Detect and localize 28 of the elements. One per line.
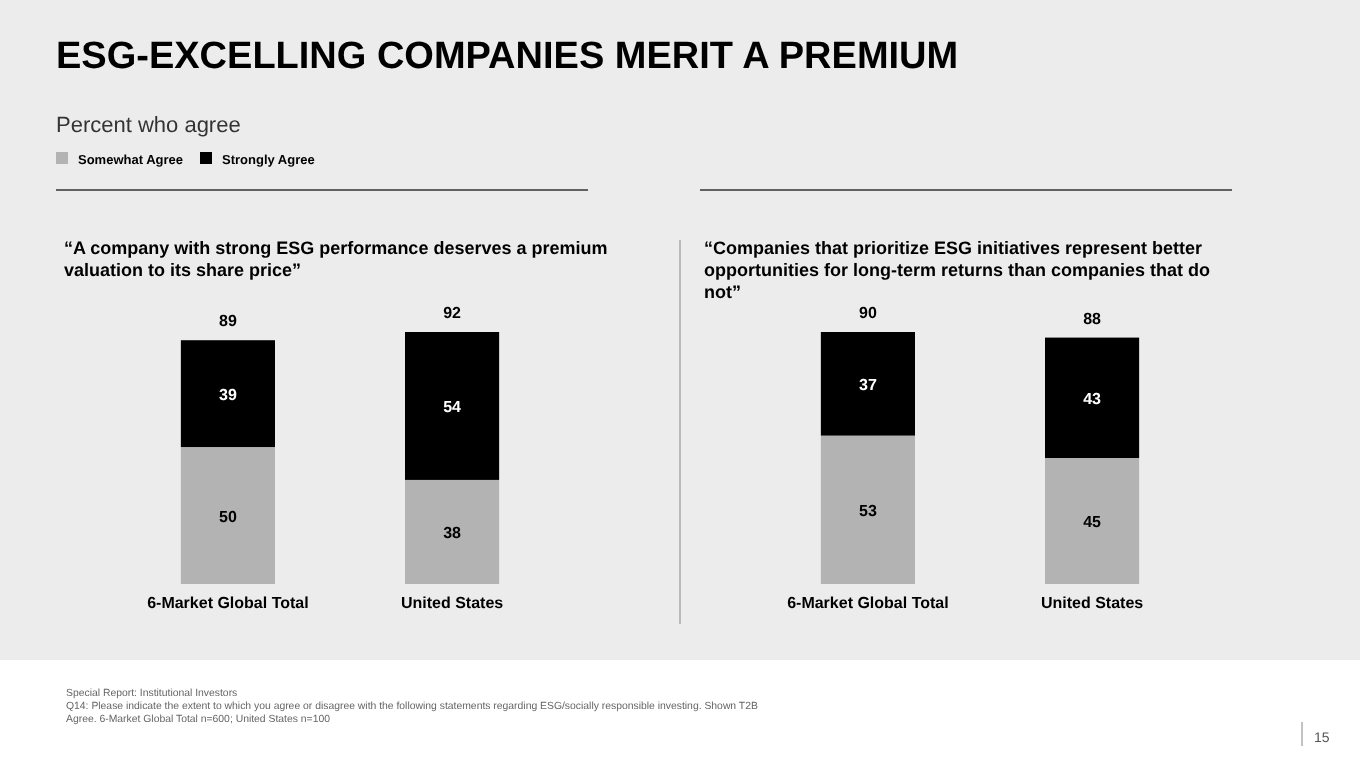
data-label: 53	[859, 501, 878, 520]
data-label: 45	[1083, 513, 1103, 531]
total-label: 88	[1083, 309, 1103, 328]
bar	[820, 332, 915, 436]
chart-title: “Companies that prioritize ESG initiatives represent better opportunities for long-term returns than companies that do not”	[704, 238, 1212, 302]
x-tick-label: United States	[1040, 594, 1145, 612]
text: ESG-EXCELLING COMPANIES MERIT A PREMIUM	[56, 36, 959, 78]
data-label: 43	[1083, 389, 1103, 408]
data-label: 38	[443, 523, 463, 542]
bar	[1045, 458, 1140, 584]
text: Percent who agree	[56, 114, 241, 138]
x-tick-label: 6-Market Global Total	[147, 594, 309, 612]
total-label: 89	[219, 312, 238, 331]
bar	[180, 340, 275, 448]
data-label: 50	[219, 507, 238, 526]
bar	[180, 447, 275, 584]
x-tick-label: United States	[400, 594, 505, 612]
x-tick-label: 6-Market Global Total	[787, 594, 949, 612]
data-label: 54	[443, 397, 463, 416]
bar	[1045, 337, 1140, 458]
data-label: 37	[859, 375, 878, 394]
bar	[405, 332, 500, 480]
bar	[405, 479, 500, 584]
total-label: 90	[859, 304, 878, 322]
bar	[820, 435, 915, 584]
chart-title: “A company with strong ESG performance deserves a premium valuation to its share price”	[64, 238, 608, 280]
total-label: 92	[443, 304, 463, 322]
data-label: 39	[219, 385, 238, 404]
